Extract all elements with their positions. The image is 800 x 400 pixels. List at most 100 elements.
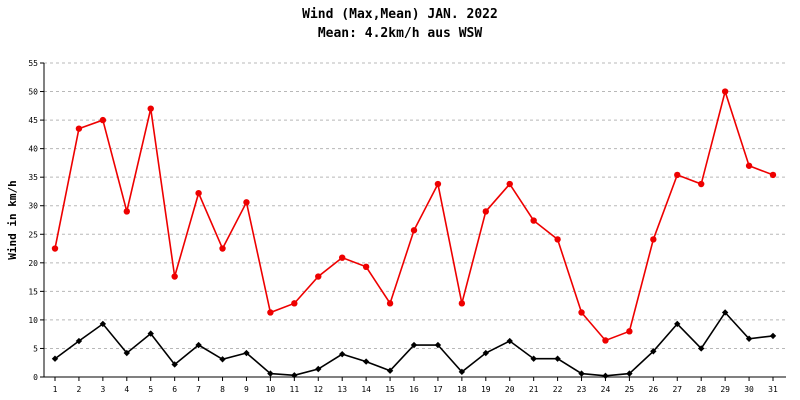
data-point xyxy=(362,263,370,271)
x-tick-label: 20 xyxy=(505,385,515,394)
y-tick-label: 10 xyxy=(28,316,38,325)
data-point xyxy=(171,273,178,280)
data-point xyxy=(243,349,250,357)
x-tick-label: 23 xyxy=(577,385,587,394)
x-tick-label: 7 xyxy=(196,385,201,394)
data-point xyxy=(75,337,83,345)
y-tick-label: 20 xyxy=(28,259,38,268)
x-tick-label: 27 xyxy=(672,385,682,394)
x-tick-label: 6 xyxy=(172,385,177,394)
x-tick-label: 12 xyxy=(313,385,323,394)
y-tick-label: 45 xyxy=(28,116,38,125)
x-tick-label: 17 xyxy=(433,385,443,394)
data-point xyxy=(745,335,753,342)
data-point xyxy=(434,341,442,349)
data-point xyxy=(315,273,322,280)
data-point xyxy=(698,180,705,188)
data-point xyxy=(506,180,513,188)
data-point xyxy=(410,341,418,349)
y-tick-labels: 0 5 10 15 20 25 30 35 40 45 50 55 xyxy=(28,59,38,382)
x-tick-label: 15 xyxy=(385,385,395,394)
data-point xyxy=(51,355,59,362)
x-tick-label: 24 xyxy=(601,385,611,394)
x-tick-label: 1 xyxy=(53,385,58,394)
x-tick-label: 3 xyxy=(100,385,105,394)
data-point xyxy=(530,355,537,362)
x-tick-label: 8 xyxy=(220,385,225,394)
x-tick-label: 29 xyxy=(720,385,730,394)
y-tick-label: 25 xyxy=(28,230,38,239)
x-tick-label: 21 xyxy=(529,385,539,394)
data-point xyxy=(769,171,777,179)
data-point xyxy=(650,236,657,243)
x-tick-label: 14 xyxy=(361,385,371,394)
data-point xyxy=(745,162,753,169)
data-point xyxy=(602,337,609,344)
data-point xyxy=(482,208,489,215)
data-point xyxy=(530,217,537,224)
data-point xyxy=(434,180,442,188)
data-point xyxy=(458,300,466,307)
data-point xyxy=(721,309,729,316)
y-tick-label: 50 xyxy=(28,88,38,97)
x-tick-label: 19 xyxy=(481,385,491,394)
data-point xyxy=(698,345,705,352)
x-tick-label: 4 xyxy=(124,385,129,394)
data-point xyxy=(626,328,633,335)
x-tick-label: 30 xyxy=(744,385,754,394)
x-tick-label: 26 xyxy=(649,385,659,394)
data-point xyxy=(506,337,513,345)
data-point xyxy=(123,349,130,357)
data-point xyxy=(99,320,107,328)
x-tick-label: 16 xyxy=(409,385,419,394)
y-tick-label: 30 xyxy=(28,202,38,211)
y-tick-label: 0 xyxy=(33,373,38,382)
x-tick-label: 2 xyxy=(77,385,82,394)
data-point xyxy=(410,227,418,234)
y-axis-label: Wind in km/h xyxy=(6,180,19,259)
data-point xyxy=(51,245,59,252)
data-point xyxy=(147,330,154,337)
y-tick-label: 35 xyxy=(28,173,38,182)
data-point xyxy=(171,361,178,368)
data-point xyxy=(219,245,226,252)
data-point xyxy=(195,341,202,349)
data-point xyxy=(482,349,489,357)
x-tick-label: 18 xyxy=(457,385,467,394)
y-tick-label: 15 xyxy=(28,287,38,296)
data-point xyxy=(650,348,657,355)
x-tick-label: 5 xyxy=(148,385,153,394)
data-point xyxy=(267,309,274,316)
series-lines xyxy=(51,88,777,380)
axes xyxy=(40,62,786,381)
data-point xyxy=(626,370,633,377)
data-point xyxy=(291,372,298,379)
data-point xyxy=(458,368,466,376)
data-point xyxy=(339,254,346,261)
data-point xyxy=(386,300,394,307)
data-point xyxy=(674,171,681,179)
y-tick-label: 40 xyxy=(28,145,38,154)
x-tick-label: 9 xyxy=(244,385,249,394)
data-point xyxy=(75,125,83,132)
x-tick-label: 11 xyxy=(290,385,300,394)
data-point xyxy=(769,332,777,340)
data-point xyxy=(578,370,585,377)
data-point xyxy=(243,199,250,206)
data-point xyxy=(123,208,130,215)
x-tick-label: 28 xyxy=(696,385,706,394)
data-point xyxy=(386,367,394,374)
x-tick-label: 10 xyxy=(266,385,276,394)
data-point xyxy=(339,350,346,358)
chart-subtitle: Mean: 4.2km/h aus WSW xyxy=(318,26,483,41)
x-tick-labels: 1 2 3 4 5 6 7 8 9 10 11 12 13 14 15 16 17 18 19 20 21 22 23 24 2… xyxy=(53,385,778,394)
data-point xyxy=(267,370,274,377)
grid-lines xyxy=(44,62,786,349)
data-point xyxy=(219,356,226,363)
data-point xyxy=(602,372,609,380)
data-point xyxy=(291,300,298,307)
x-tick-label: 22 xyxy=(553,385,563,394)
y-tick-label: 5 xyxy=(33,344,38,353)
x-tick-label: 13 xyxy=(337,385,347,394)
